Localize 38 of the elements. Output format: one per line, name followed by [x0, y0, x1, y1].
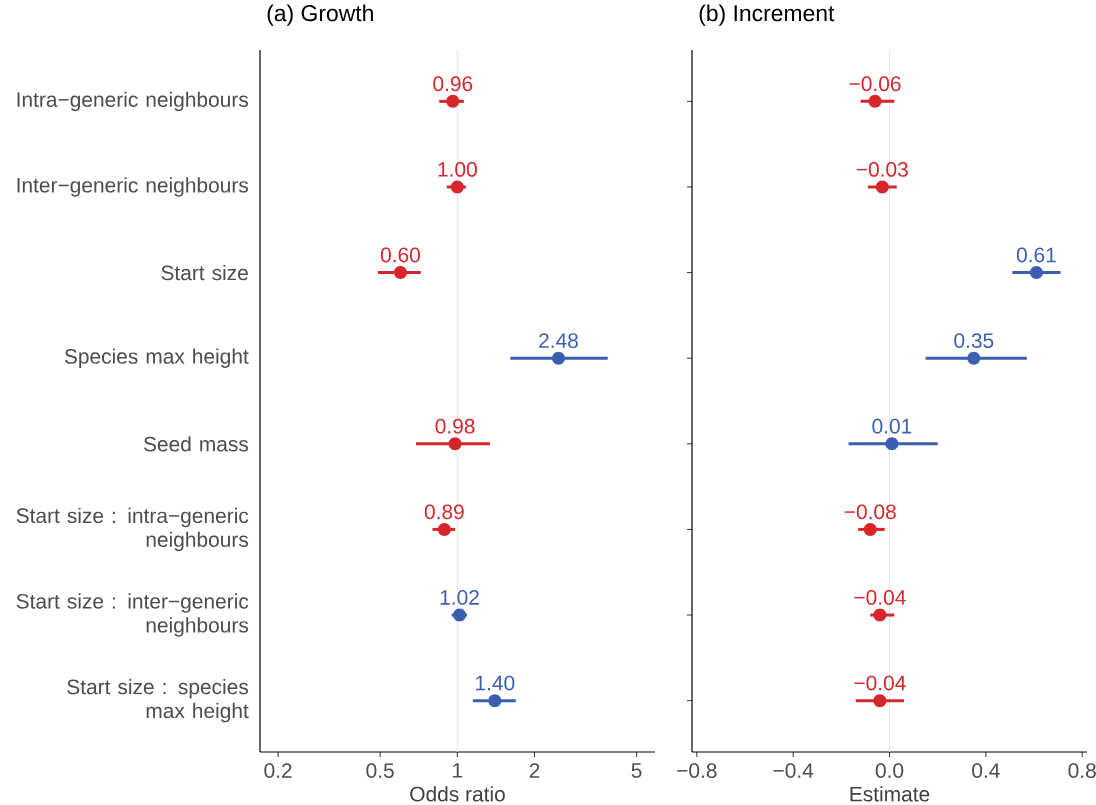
- y-tick-label: Start size : inter−generic neighbours: [16, 593, 249, 637]
- x-axis-title: Estimate: [850, 786, 930, 802]
- data-label: 1.00: [438, 161, 477, 177]
- data-label: −0.04: [854, 590, 906, 605]
- x-tick-label: 0.4: [972, 763, 1000, 778]
- x-tick-label: 0.5: [366, 763, 394, 778]
- x-tick-label: 0.2: [264, 763, 292, 778]
- data-label: 0.98: [435, 418, 475, 434]
- data-label: −0.04: [854, 675, 906, 691]
- y-tick-label: Intra−generic neighbours: [17, 91, 249, 112]
- y-tick-label: Start size: [161, 264, 248, 281]
- y-tick-label: Start size : species max height: [67, 678, 249, 723]
- data-label: 2.48: [539, 333, 578, 348]
- y-tick-label: Inter−generic neighbours: [17, 177, 249, 197]
- data-label: −0.03: [856, 161, 908, 177]
- x-tick-label: 0.8: [1068, 763, 1096, 778]
- data-label: 1.02: [440, 590, 479, 605]
- data-label: −0.08: [844, 504, 896, 520]
- data-label: −0.06: [849, 76, 901, 92]
- data-label: 0.89: [424, 504, 464, 520]
- data-label: 1.40: [476, 675, 515, 691]
- chart-title: (b) Increment: [699, 4, 835, 26]
- x-tick-label: 5: [631, 763, 642, 778]
- x-tick-label: 2: [529, 763, 540, 778]
- data-label: 0.60: [380, 247, 420, 263]
- x-tick-label: 0.0: [875, 763, 904, 778]
- x-tick-label: −0.8: [677, 763, 717, 778]
- x-axis-title: Odds ratio: [410, 786, 505, 802]
- x-tick-label: 1: [453, 763, 463, 778]
- y-tick-label: Start size : intra−generic neighbours: [16, 507, 249, 552]
- chart-title: (a) Growth: [267, 4, 373, 26]
- x-tick-label: −0.4: [773, 763, 814, 778]
- data-label: 0.61: [1016, 247, 1056, 263]
- data-label: 0.01: [872, 418, 912, 434]
- y-tick-label: Species max height: [64, 348, 249, 368]
- y-tick-label: Seed mass: [143, 436, 249, 452]
- data-label: 0.35: [954, 333, 994, 348]
- data-label: 0.96: [433, 76, 473, 92]
